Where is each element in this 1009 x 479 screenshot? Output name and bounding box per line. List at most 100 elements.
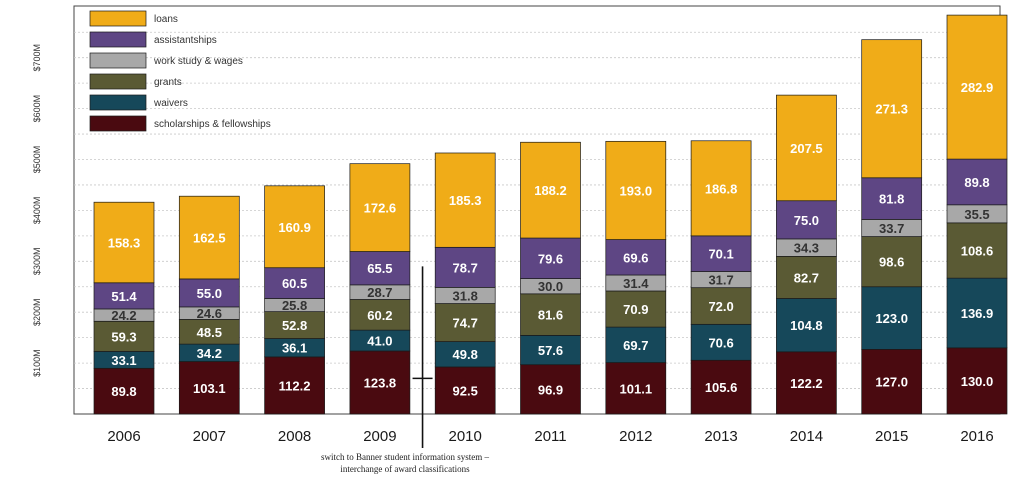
legend-swatch bbox=[89, 52, 147, 69]
bar-segment bbox=[861, 177, 923, 220]
data-label: 188.2 bbox=[534, 183, 567, 198]
data-label: 33.7 bbox=[879, 221, 904, 236]
bar-segment bbox=[349, 251, 411, 286]
bar-segment bbox=[861, 39, 923, 179]
bar-segment bbox=[349, 299, 411, 331]
bar-segment bbox=[605, 140, 667, 240]
x-tick-label: 2013 bbox=[704, 428, 737, 445]
annotation-line-1: switch to Banner student information sys… bbox=[321, 452, 489, 462]
bar-segment bbox=[861, 286, 923, 350]
data-label: 57.6 bbox=[538, 343, 563, 358]
data-label: 35.5 bbox=[964, 207, 989, 222]
bar-segment bbox=[690, 323, 752, 361]
y-tick-label: $100M bbox=[32, 349, 42, 377]
bar-segment bbox=[93, 367, 155, 415]
x-tick-label: 2007 bbox=[193, 428, 226, 445]
bar-segment bbox=[520, 335, 581, 366]
bar-segment bbox=[264, 267, 325, 299]
data-label: 104.8 bbox=[790, 318, 823, 333]
bar-segment bbox=[605, 326, 667, 363]
data-label: 282.9 bbox=[961, 80, 994, 95]
bar-segment bbox=[434, 341, 496, 368]
bar-segment bbox=[605, 290, 667, 328]
bar-segment bbox=[349, 350, 411, 415]
y-tick-label: $300M bbox=[32, 248, 42, 276]
legend-label: work study & wages bbox=[153, 56, 243, 67]
data-label: 162.5 bbox=[193, 231, 226, 246]
data-label: 60.2 bbox=[367, 308, 392, 323]
legend-label: grants bbox=[154, 77, 182, 88]
bar-segment bbox=[349, 163, 411, 252]
bar-segment bbox=[264, 356, 325, 415]
data-label: 55.0 bbox=[197, 286, 222, 301]
bar-segment bbox=[520, 364, 581, 415]
bar-segment bbox=[520, 293, 581, 336]
legend-swatch bbox=[89, 73, 147, 90]
data-label: 75.0 bbox=[794, 213, 819, 228]
data-label: 172.6 bbox=[364, 201, 397, 216]
bar-segment bbox=[776, 200, 837, 240]
data-label: 123.0 bbox=[875, 311, 908, 326]
x-tick-label: 2010 bbox=[449, 428, 482, 445]
data-label: 105.6 bbox=[705, 380, 738, 395]
data-label: 127.0 bbox=[875, 375, 908, 390]
data-label: 70.6 bbox=[708, 335, 733, 350]
bar-segment bbox=[861, 349, 923, 415]
data-label: 96.9 bbox=[538, 382, 563, 397]
data-label: 60.5 bbox=[282, 276, 307, 291]
legend-label: assistantships bbox=[154, 35, 217, 46]
legend-swatch bbox=[89, 94, 147, 111]
data-label: 103.1 bbox=[193, 381, 226, 396]
data-label: 30.0 bbox=[538, 279, 563, 294]
data-label: 81.6 bbox=[538, 308, 563, 323]
bar-segment bbox=[776, 256, 837, 299]
data-label: 89.8 bbox=[111, 384, 136, 399]
legend-label: scholarships & fellowships bbox=[154, 119, 271, 130]
bar-segment bbox=[690, 140, 752, 237]
x-tick-label: 2006 bbox=[107, 428, 140, 445]
data-label: 98.6 bbox=[879, 255, 904, 270]
data-label: 25.8 bbox=[282, 298, 307, 313]
bar-segment bbox=[264, 311, 325, 339]
bar-segment bbox=[690, 235, 752, 272]
data-label: 207.5 bbox=[790, 141, 823, 156]
data-label: 160.9 bbox=[278, 220, 311, 235]
bar-segment bbox=[776, 94, 837, 202]
bar-segment bbox=[178, 361, 240, 415]
data-label: 31.7 bbox=[708, 273, 733, 288]
legend-swatch bbox=[89, 10, 147, 27]
bar-segment bbox=[605, 239, 667, 276]
x-tick-label: 2011 bbox=[534, 428, 566, 445]
data-label: 24.6 bbox=[197, 306, 222, 321]
data-label: 78.7 bbox=[453, 260, 478, 275]
data-label: 31.4 bbox=[623, 276, 649, 291]
data-label: 59.3 bbox=[111, 329, 136, 344]
data-label: 70.9 bbox=[623, 302, 648, 317]
data-label: 112.2 bbox=[279, 378, 311, 393]
data-label: 158.3 bbox=[108, 235, 141, 250]
data-label: 34.2 bbox=[197, 346, 222, 361]
data-label: 193.0 bbox=[620, 183, 653, 198]
legend-swatch bbox=[89, 31, 147, 48]
bar-segment bbox=[605, 362, 667, 415]
data-label: 41.0 bbox=[367, 334, 392, 349]
data-label: 79.6 bbox=[538, 251, 563, 266]
data-label: 69.6 bbox=[623, 250, 648, 265]
data-label: 136.9 bbox=[961, 306, 994, 321]
data-label: 123.8 bbox=[364, 375, 397, 390]
x-tick-label: 2015 bbox=[875, 428, 908, 445]
y-tick-label: $500M bbox=[32, 146, 42, 174]
legend-label: waivers bbox=[153, 98, 188, 109]
data-label: 108.6 bbox=[961, 244, 994, 259]
bar-segment bbox=[434, 303, 496, 342]
data-label: 36.1 bbox=[282, 341, 307, 356]
data-label: 48.5 bbox=[197, 325, 222, 340]
data-label: 185.3 bbox=[449, 193, 482, 208]
data-label: 271.3 bbox=[875, 102, 908, 117]
bar-segment bbox=[946, 347, 1008, 415]
data-label: 122.2 bbox=[790, 376, 823, 391]
x-tick-label: 2008 bbox=[278, 428, 311, 445]
bar-segment bbox=[434, 152, 496, 248]
bar-segment bbox=[434, 366, 496, 415]
x-tick-label: 2009 bbox=[363, 428, 396, 445]
